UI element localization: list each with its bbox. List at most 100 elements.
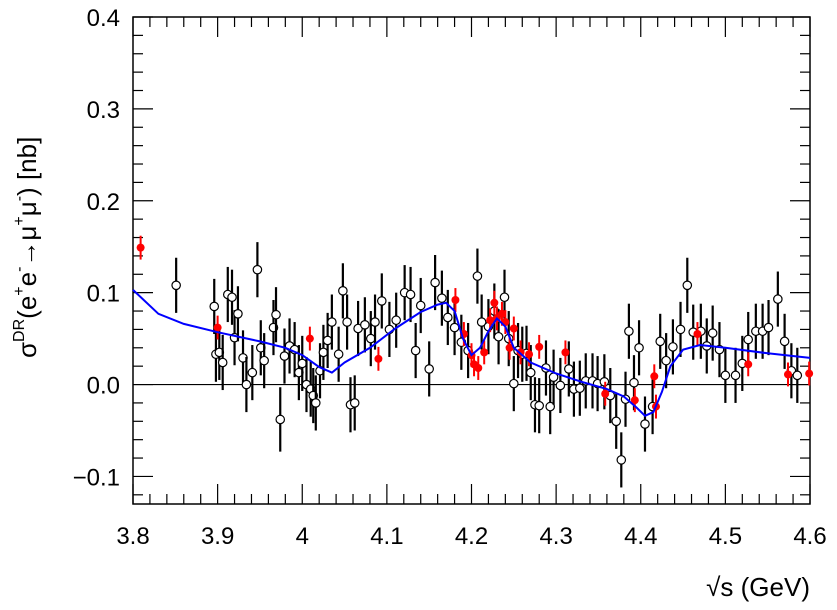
- data-point: [318, 347, 329, 358]
- data-point: [472, 271, 483, 281]
- data-point: [720, 370, 731, 381]
- data-point: [505, 343, 514, 352]
- y-tick-label: −0.1: [73, 464, 120, 491]
- data-point: [233, 308, 243, 319]
- data-point: [564, 364, 574, 374]
- data-point: [476, 317, 487, 327]
- data-point: [449, 322, 460, 333]
- data-point: [424, 364, 434, 374]
- data-point: [509, 378, 519, 389]
- x-tick-label: 4.2: [455, 523, 488, 550]
- data-point: [555, 380, 566, 391]
- y-tick-label: 0.0: [87, 373, 120, 400]
- data-point: [405, 289, 416, 300]
- data-point: [305, 334, 314, 343]
- y-axis-title-paren: (e: [12, 296, 42, 319]
- data-point: [430, 277, 440, 288]
- data-point: [360, 320, 370, 330]
- data-point: [443, 312, 453, 323]
- fit-curve: [132, 289, 811, 417]
- data-point: [668, 342, 678, 352]
- data-point: [437, 293, 447, 303]
- data-point: [509, 324, 518, 333]
- data-point: [693, 330, 702, 339]
- data-point: [655, 336, 666, 347]
- data-point: [561, 348, 570, 357]
- data-point: [171, 280, 181, 291]
- data-point: [629, 377, 639, 388]
- data-point: [661, 355, 671, 366]
- data-point: [611, 416, 622, 427]
- data-point: [333, 349, 344, 360]
- data-point: [575, 383, 585, 394]
- data-point: [247, 367, 258, 378]
- data-point: [730, 370, 741, 381]
- y-axis-title-arrow: →μ: [12, 226, 42, 267]
- y-axis-title-e2: e: [12, 272, 42, 286]
- data-point: [374, 354, 383, 363]
- data-point: [525, 367, 536, 378]
- data-point: [640, 419, 650, 429]
- data-point: [259, 355, 269, 366]
- x-tick-label: 4.3: [539, 523, 572, 550]
- data-point: [310, 398, 321, 408]
- data-point: [136, 243, 145, 252]
- x-tick-label: 4.4: [624, 523, 657, 550]
- data-point: [252, 264, 263, 275]
- data-point: [241, 379, 252, 390]
- data-point: [297, 358, 308, 369]
- data-point: [349, 398, 360, 408]
- data-point: [534, 400, 544, 411]
- data-point: [474, 364, 483, 373]
- y-axis-title-sup-dr: DR: [11, 319, 28, 342]
- y-tick-label: 0.2: [87, 189, 120, 216]
- data-point: [322, 335, 333, 346]
- data-point: [779, 336, 790, 347]
- data-point: [490, 298, 499, 307]
- data-point: [650, 372, 659, 381]
- data-point: [616, 455, 627, 465]
- data-point: [279, 351, 290, 361]
- data-point: [773, 294, 783, 304]
- data-point: [486, 316, 495, 325]
- data-point: [451, 296, 460, 305]
- data-point: [624, 326, 634, 337]
- data-point: [497, 309, 506, 318]
- data-point: [545, 401, 556, 412]
- y-axis-title-sup-minus1: -: [11, 267, 28, 272]
- data-point: [499, 292, 510, 303]
- data-point: [743, 334, 754, 345]
- data-marks: [136, 235, 814, 488]
- y-axis-title-sup-minus2: -: [11, 196, 28, 201]
- data-point: [410, 345, 421, 356]
- data-point: [675, 324, 686, 335]
- data-point: [535, 342, 544, 351]
- data-point: [365, 333, 376, 344]
- data-point: [327, 317, 337, 327]
- data-point: [370, 317, 380, 327]
- data-point: [634, 342, 644, 353]
- x-tick-label: 3.8: [116, 523, 149, 550]
- data-point: [601, 389, 610, 398]
- data-point: [227, 292, 237, 303]
- data-point: [682, 280, 693, 291]
- x-tick-label: 4.5: [709, 523, 742, 550]
- data-point: [805, 369, 814, 378]
- data-point: [493, 331, 504, 342]
- data-point: [217, 357, 228, 368]
- x-tick-label: 4.6: [793, 523, 826, 550]
- data-point: [415, 300, 426, 311]
- x-axis-tick-labels: 3.8 3.9 4 4.1 4.2 4.3 4.4 4.5 4.6: [116, 523, 826, 550]
- data-point: [342, 317, 352, 327]
- data-point: [792, 370, 803, 381]
- x-tick-label: 4.1: [370, 523, 403, 550]
- y-axis-title-sup-plus1: +: [11, 286, 28, 295]
- y-axis-title-sup-plus2: +: [11, 216, 28, 225]
- x-axis-title: √s (GeV): [706, 572, 810, 602]
- data-point: [209, 301, 220, 312]
- y-tick-label: 0.3: [87, 97, 120, 124]
- x-tick-label: 4: [296, 523, 309, 550]
- x-tick-label: 3.9: [201, 523, 234, 550]
- data-point: [391, 315, 401, 326]
